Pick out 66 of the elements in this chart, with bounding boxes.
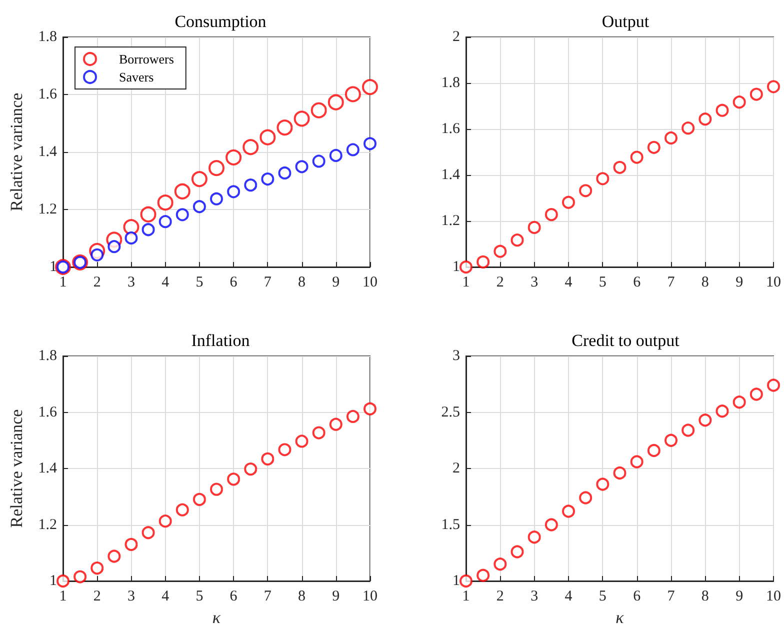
x-tick-label: 7 xyxy=(667,588,676,604)
x-tick-label: 2 xyxy=(496,588,504,604)
legend-label: Borrowers xyxy=(119,52,174,66)
x-tick-label: 9 xyxy=(332,588,340,604)
x-tick-label: 7 xyxy=(667,274,676,290)
x-tick-label: 8 xyxy=(298,588,306,604)
x-tick-label: 3 xyxy=(127,588,135,604)
x-tick-label: 6 xyxy=(230,588,238,604)
y-tick-label: 1 xyxy=(452,573,460,589)
x-tick-label: 3 xyxy=(530,274,538,290)
y-tick-label: 2 xyxy=(452,29,460,45)
x-tick-label: 5 xyxy=(598,588,606,604)
x-tick-label: 4 xyxy=(564,588,573,604)
y-tick-label: 1.2 xyxy=(38,516,57,533)
y-tick-label: 2 xyxy=(452,460,460,476)
chart-title: Consumption xyxy=(174,12,267,31)
y-tick-label: 1.8 xyxy=(38,348,57,364)
x-tick-label: 5 xyxy=(196,274,204,290)
y-tick-label: 1.2 xyxy=(38,202,57,218)
y-tick-label: 1 xyxy=(452,259,460,275)
x-tick-label: 8 xyxy=(298,274,306,290)
x-tick-label: 2 xyxy=(496,274,504,290)
y-tick-label: 1.6 xyxy=(441,121,460,137)
x-tick-label: 3 xyxy=(530,588,538,604)
x-axis-title: κ xyxy=(212,608,222,627)
y-tick-label: 1.4 xyxy=(38,144,58,160)
legend-label: Savers xyxy=(119,70,154,84)
y-axis-title: Relative variance xyxy=(7,92,26,212)
y-axis-title: Relative variance xyxy=(7,409,26,528)
x-tick-label: 2 xyxy=(93,274,101,290)
x-tick-label: 6 xyxy=(633,588,642,604)
x-tick-label: 10 xyxy=(766,588,781,604)
x-tick-label: 6 xyxy=(230,274,238,290)
x-tick-label: 6 xyxy=(633,274,642,290)
x-tick-label: 9 xyxy=(736,274,744,290)
chart-title: Credit to output xyxy=(572,331,680,350)
x-tick-label: 9 xyxy=(332,274,340,290)
y-tick-label: 1.6 xyxy=(38,404,58,420)
chart-title: Output xyxy=(602,12,650,31)
x-tick-label: 7 xyxy=(264,588,272,604)
y-tick-label: 1 xyxy=(50,573,57,589)
x-tick-label: 7 xyxy=(264,274,272,290)
y-tick-label: 1.4 xyxy=(38,460,58,476)
x-tick-label: 5 xyxy=(598,274,606,290)
x-tick-label: 9 xyxy=(736,588,744,604)
y-tick-label: 1.5 xyxy=(441,516,460,533)
x-tick-label: 3 xyxy=(127,274,135,290)
x-axis-title: κ xyxy=(616,608,625,627)
x-tick-label: 4 xyxy=(162,274,170,290)
x-tick-label: 10 xyxy=(362,274,378,290)
x-tick-label: 8 xyxy=(701,274,709,290)
y-tick-label: 3 xyxy=(452,348,460,364)
x-tick-label: 4 xyxy=(564,274,573,290)
x-tick-label: 10 xyxy=(362,588,378,604)
x-tick-label: 10 xyxy=(766,274,781,290)
x-tick-label: 8 xyxy=(701,588,709,604)
x-tick-label: 2 xyxy=(93,588,101,604)
x-tick-label: 4 xyxy=(162,588,170,604)
y-tick-label: 2.5 xyxy=(441,404,460,420)
y-tick-label: 1.6 xyxy=(38,86,58,102)
y-tick-label: 1.8 xyxy=(441,75,460,91)
x-tick-label: 5 xyxy=(196,588,204,604)
y-tick-label: 1.2 xyxy=(441,213,460,229)
chart-title: Inflation xyxy=(191,331,250,350)
y-tick-label: 1.8 xyxy=(38,29,57,45)
y-tick-label: 1.4 xyxy=(441,167,460,183)
